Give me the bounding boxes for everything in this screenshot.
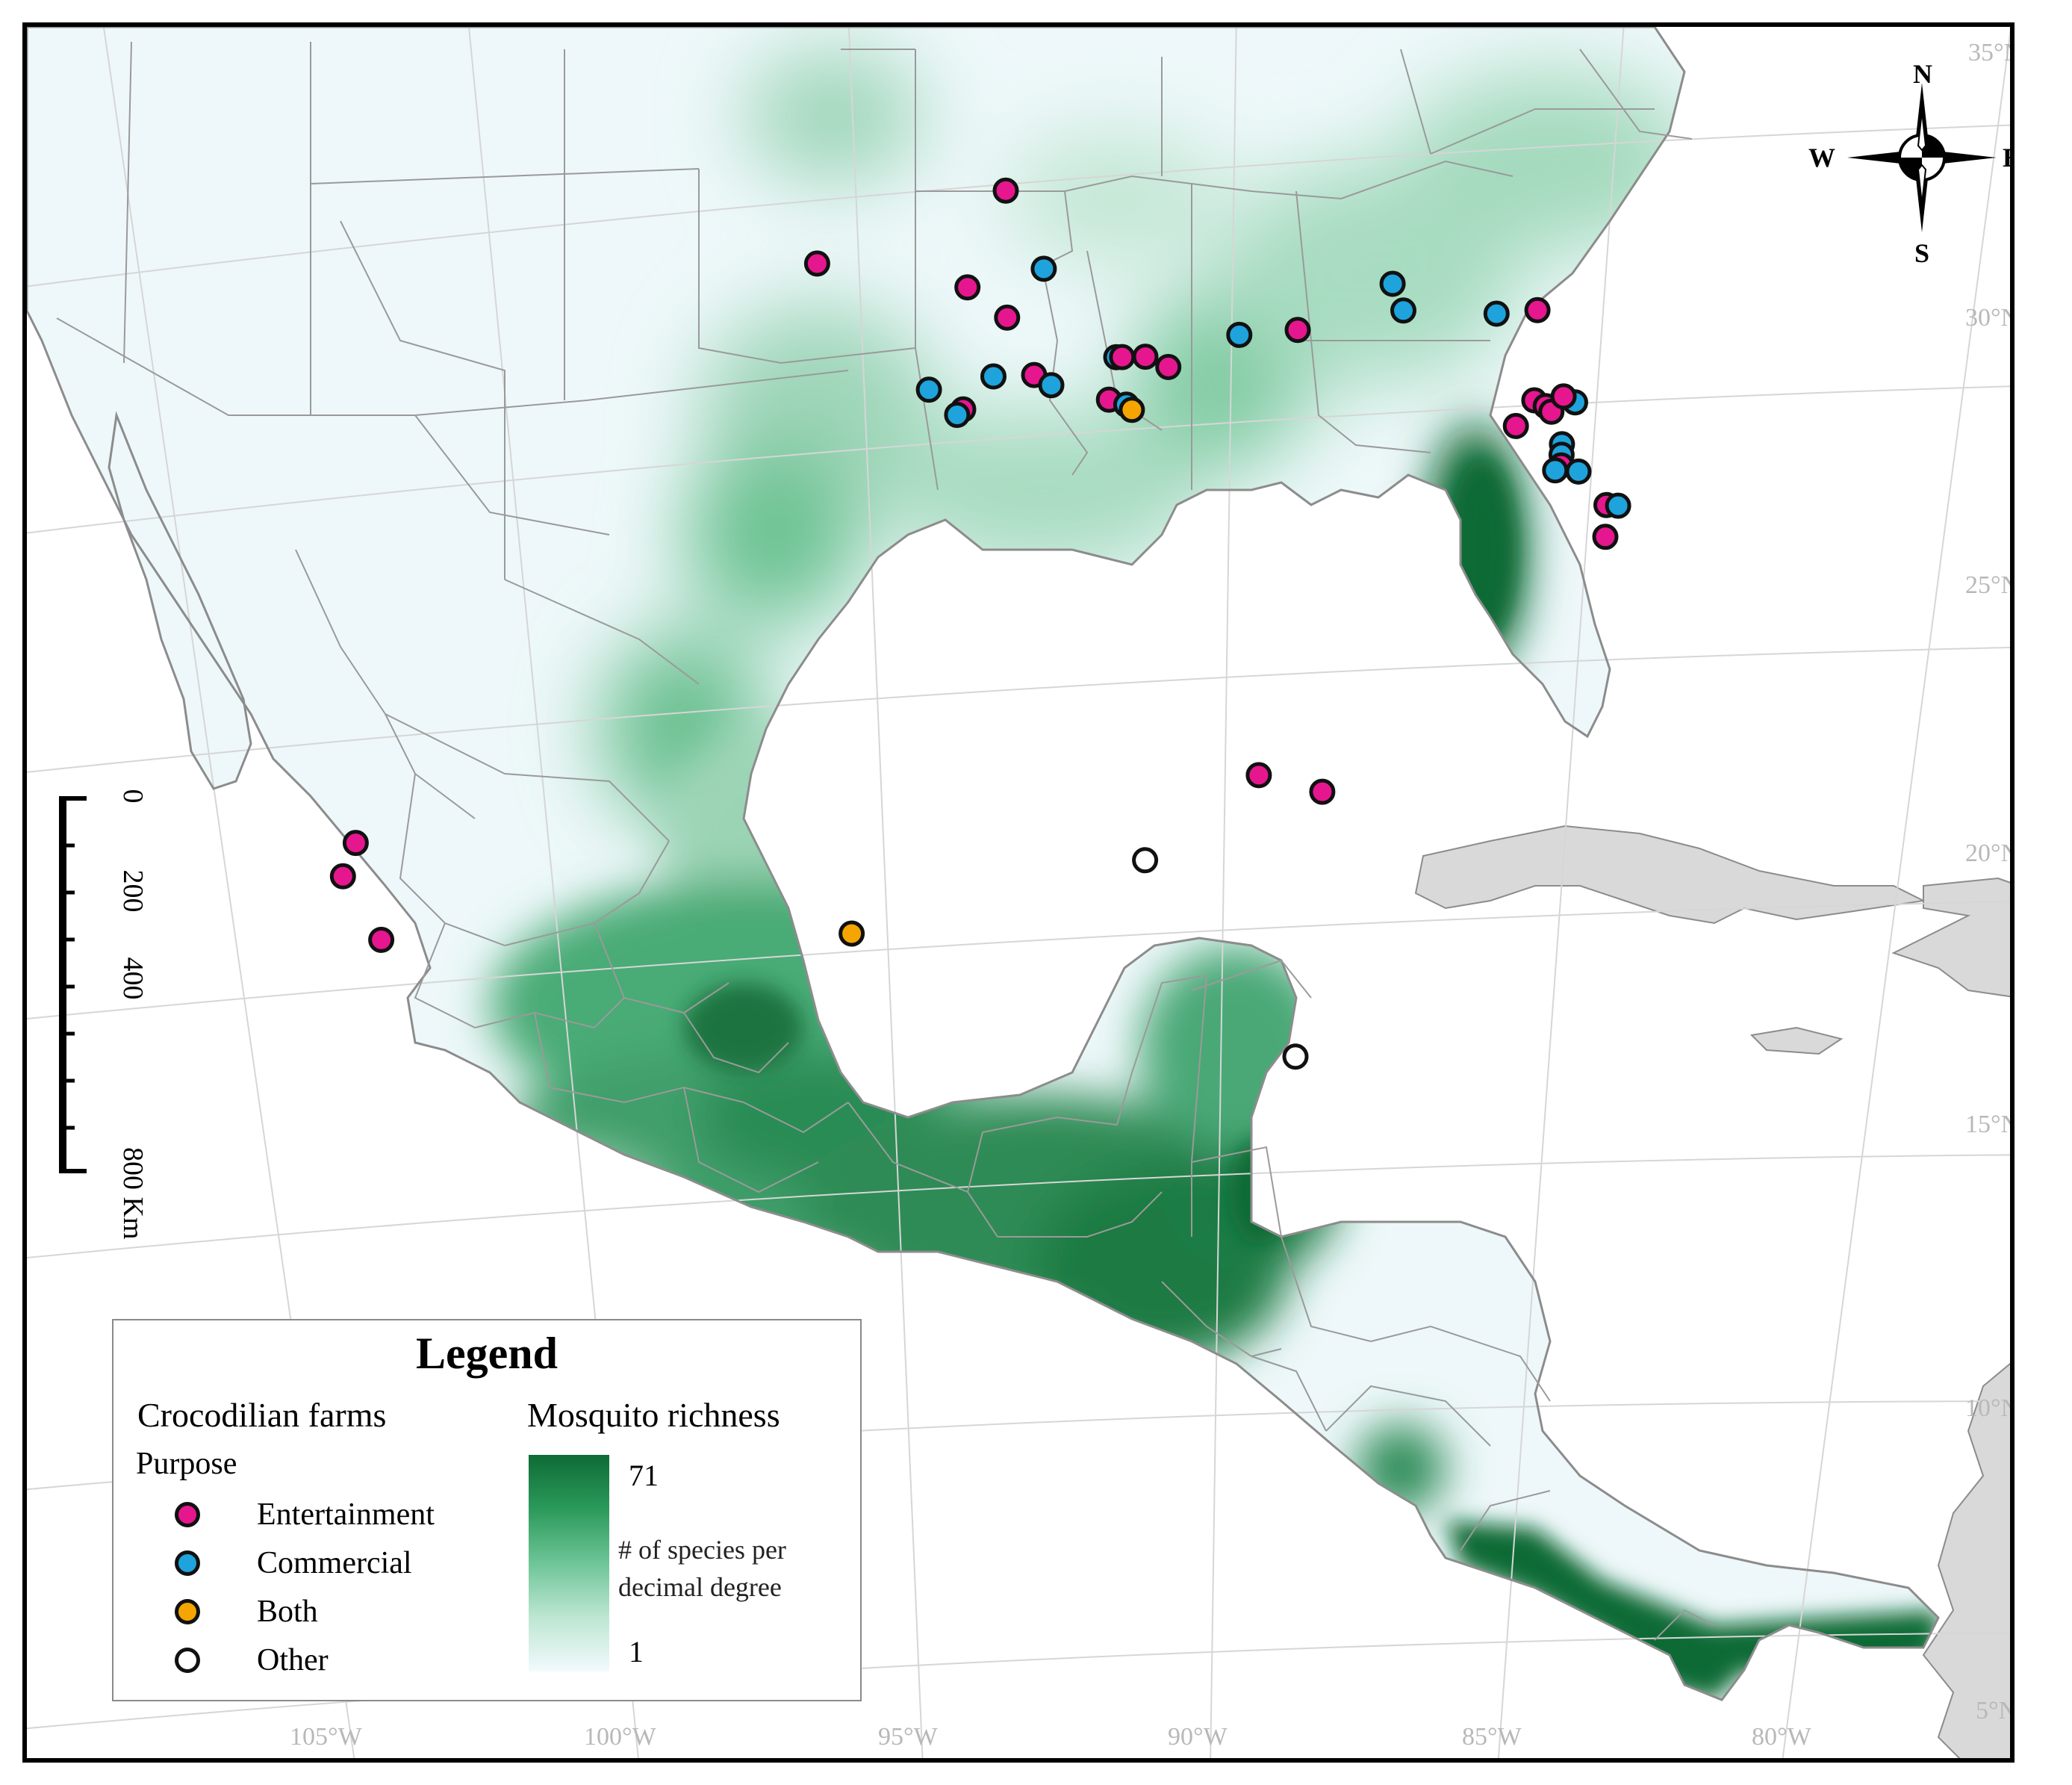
lat-label-35: 35°N (1968, 39, 2015, 66)
farm-marker-entertainment (1155, 353, 1182, 380)
ramp-desc-line1: # of species per (618, 1535, 786, 1565)
map-frame: 0 200 400 800 Km N S W E 35°N 30°N 25°N … (22, 22, 2015, 1763)
map-canvas: 0 200 400 800 Km N S W E 35°N 30°N 25°N … (27, 27, 2015, 1758)
farm-marker-entertainment (994, 304, 1021, 331)
scale-tick-800: 800 Km (117, 1147, 149, 1240)
lat-label-10: 10°N (1965, 1394, 2015, 1422)
scale-tick-400: 400 (117, 957, 149, 1000)
farm-marker-commercial (1390, 297, 1416, 324)
lon-label-80: 80°W (1752, 1723, 1812, 1751)
lon-label-85: 85°W (1462, 1723, 1522, 1751)
both-dot-icon (175, 1599, 200, 1624)
farm-marker-entertainment (954, 274, 981, 301)
scale-tick-200: 200 (117, 870, 149, 913)
farm-marker-entertainment (1284, 317, 1311, 344)
farm-marker-commercial (1565, 458, 1592, 485)
richness-surface (363, 49, 1938, 1700)
lon-label-90: 90°W (1168, 1723, 1228, 1751)
legend-item-commercial: Commercial (175, 1545, 412, 1582)
entertainment-dot-icon (175, 1502, 200, 1527)
legend-item-other: Other (175, 1642, 329, 1679)
farm-marker-entertainment (1309, 778, 1336, 805)
legend-item-entertainment: Entertainment (175, 1496, 435, 1533)
farm-marker-other (1282, 1043, 1309, 1070)
ramp-desc-line2: decimal degree (618, 1572, 782, 1602)
legend-item-label: Other (257, 1643, 329, 1677)
farm-marker-commercial (1542, 457, 1569, 484)
farm-marker-commercial (980, 363, 1007, 390)
scale-tick-0: 0 (117, 789, 149, 804)
legend-item-label: Entertainment (257, 1497, 435, 1532)
ramp-max-label: 71 (629, 1459, 659, 1492)
farm-markers (329, 177, 1631, 1070)
admin-borders (56, 41, 1715, 1641)
farm-marker-commercial (1483, 300, 1510, 327)
lon-label-105: 105°W (290, 1723, 363, 1751)
legend-farms-heading: Crocodilian farms (137, 1396, 387, 1434)
farm-marker-commercial (944, 402, 971, 428)
farm-marker-commercial (1038, 372, 1065, 399)
legend-purpose-heading: Purpose (136, 1447, 237, 1481)
compass-rose-icon: N S W E (1808, 59, 2015, 268)
other-dot-icon (175, 1648, 200, 1673)
lon-label-95: 95°W (878, 1723, 939, 1751)
farm-marker-both (1119, 397, 1145, 423)
farm-marker-commercial (915, 376, 942, 403)
graticule-labels: 35°N 30°N 25°N 20°N 15°N 10°N 5°N 105°W … (290, 39, 2015, 1751)
farm-marker-entertainment (1550, 383, 1577, 410)
farm-marker-entertainment (1502, 412, 1529, 439)
farm-marker-entertainment (329, 863, 356, 890)
compass-n: N (1913, 59, 1932, 89)
land-outside-region (1414, 825, 2010, 1758)
farm-marker-entertainment (992, 177, 1019, 204)
farm-marker-entertainment (1245, 762, 1272, 789)
farm-marker-commercial (1226, 321, 1253, 348)
farm-marker-entertainment (368, 926, 395, 953)
coastline (27, 27, 1940, 1701)
legend-title: Legend (415, 1329, 559, 1378)
lat-label-15: 15°N (1965, 1111, 2015, 1138)
graticule (27, 27, 2010, 1758)
lat-label-30: 30°N (1965, 304, 2015, 332)
farm-marker-commercial (1379, 270, 1406, 297)
compass-w: W (1808, 143, 1835, 173)
farm-marker-entertainment (1524, 297, 1551, 323)
legend: Legend Crocodilian farms Mosquito richne… (112, 1319, 862, 1701)
farm-marker-both (839, 920, 865, 947)
farm-marker-entertainment (1132, 344, 1159, 370)
lon-label-100: 100°W (584, 1723, 657, 1751)
farm-marker-commercial (1605, 492, 1631, 519)
legend-item-both: Both (175, 1593, 318, 1630)
scale-bar: 0 200 400 800 Km (59, 789, 149, 1240)
ramp-min-label: 1 (629, 1635, 644, 1668)
lat-label-5: 5°N (1976, 1697, 2015, 1725)
ramp-description: # of species per decimal degree (618, 1531, 786, 1606)
richness-color-ramp (529, 1455, 609, 1671)
farm-marker-other (1132, 847, 1159, 874)
commercial-dot-icon (175, 1550, 200, 1576)
farm-marker-entertainment (342, 830, 369, 857)
lat-label-25: 25°N (1965, 571, 2015, 599)
legend-item-label: Both (257, 1595, 318, 1629)
farm-marker-commercial (1030, 255, 1057, 282)
lat-label-20: 20°N (1965, 839, 2015, 867)
compass-s: S (1914, 238, 1929, 268)
compass-e: E (2003, 143, 2015, 173)
farm-marker-entertainment (803, 250, 830, 277)
legend-richness-heading: Mosquito richness (527, 1396, 780, 1434)
legend-item-label: Commercial (257, 1546, 412, 1580)
farm-marker-entertainment (1592, 524, 1619, 550)
farm-marker-entertainment (1109, 344, 1136, 370)
